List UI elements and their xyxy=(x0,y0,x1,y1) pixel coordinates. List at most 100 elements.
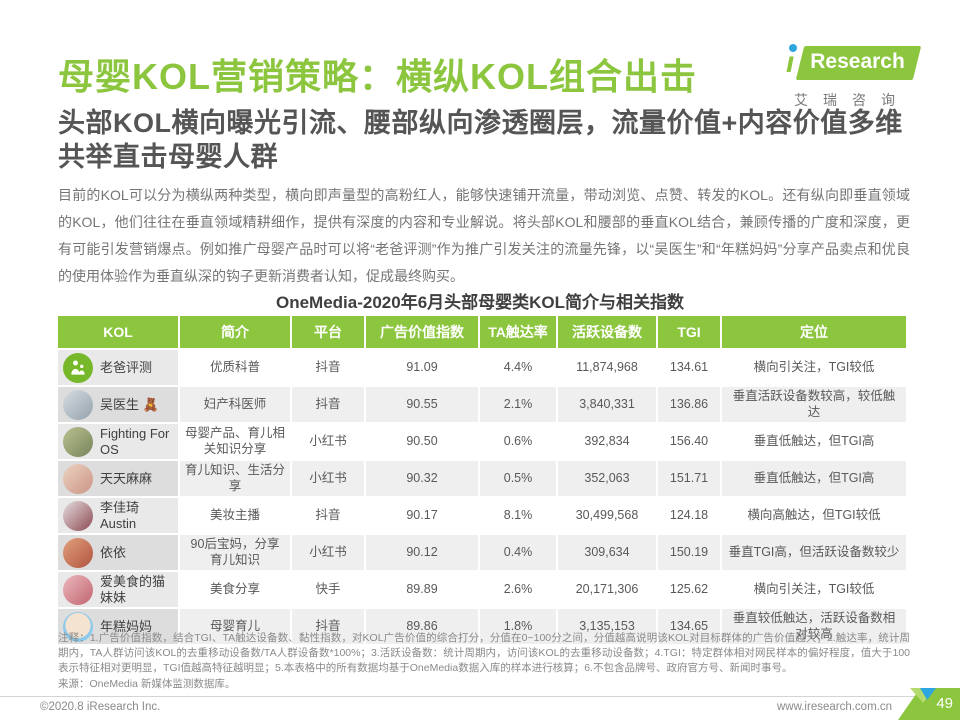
avatar xyxy=(63,352,93,383)
footnotes: 注释：1.广告价值指数，结合TGI、TA触达设备数、黏性指数，对KOL广告价值的… xyxy=(58,632,910,674)
cell-desc: 90后宝妈，分享育儿知识 xyxy=(178,533,292,572)
kol-name: 爱美食的猫妹妹 xyxy=(100,573,166,605)
cell-ta-reach: 2.1% xyxy=(478,385,558,424)
logo-chinese-name: 艾瑞咨询 xyxy=(794,92,910,108)
cell-kol: 天天麻麻 xyxy=(56,459,180,498)
avatar xyxy=(63,426,93,457)
table-row: 吴医生 🧸 妇产科医师 抖音 90.55 2.1% 3,840,331 136.… xyxy=(56,385,908,424)
cell-platform: 小红书 xyxy=(290,459,366,498)
logo-wordmark: Research xyxy=(810,50,905,73)
cell-kol: 依依 xyxy=(56,533,180,572)
page-title: 母婴KOL营销策略：横纵KOL组合出击 xyxy=(58,56,697,97)
cell-platform: 小红书 xyxy=(290,533,366,572)
cell-tgi: 150.19 xyxy=(656,533,722,572)
table-row: Fighting For OS 母婴产品、育儿相关知识分享 小红书 90.50 … xyxy=(56,422,908,461)
avatar xyxy=(63,537,93,568)
table-row: 李佳琦 Austin 美妆主播 抖音 90.17 8.1% 30,499,568… xyxy=(56,496,908,535)
cell-platform: 抖音 xyxy=(290,496,366,535)
cell-kol: 年糕妈妈 xyxy=(56,607,180,646)
col-header-tgi: TGI xyxy=(656,314,722,350)
cell-platform: 抖音 xyxy=(290,348,366,387)
kol-name: 老爸评测 xyxy=(100,359,153,375)
cell-tgi: 134.61 xyxy=(656,348,722,387)
table-title: OneMedia-2020年6月头部母婴类KOL简介与相关指数 xyxy=(275,293,685,312)
cell-ta-reach: 0.6% xyxy=(478,422,558,461)
kol-name: 依依 xyxy=(100,544,127,560)
col-header-devices: 活跃设备数 xyxy=(556,314,658,350)
cell-devices: 11,874,968 xyxy=(556,348,658,387)
cell-kol: 吴医生 🧸 xyxy=(56,385,180,424)
kol-name: 李佳琦 Austin xyxy=(100,499,140,531)
avatar xyxy=(63,463,93,494)
kol-name: 吴医生 🧸 xyxy=(100,396,159,412)
cell-devices: 20,171,306 xyxy=(556,570,658,609)
cell-tgi: 124.18 xyxy=(656,496,722,535)
cell-position: 垂直较低触达，活跃设备数相对较高 xyxy=(720,607,908,646)
logo-band: Research xyxy=(795,46,921,80)
cell-ta-reach: 2.6% xyxy=(478,570,558,609)
cell-ad-index: 90.55 xyxy=(364,385,480,424)
table-row: 天天麻麻 育儿知识、生活分享 小红书 90.32 0.5% 352,063 15… xyxy=(56,459,908,498)
cell-platform: 小红书 xyxy=(290,422,366,461)
cell-kol: 李佳琦 Austin xyxy=(56,496,180,535)
cell-desc: 妇产科医师 xyxy=(178,385,292,424)
cell-position: 垂直低触达，但TGI高 xyxy=(720,459,908,498)
footer-website: www.iresearch.com.cn xyxy=(776,701,892,713)
cell-ta-reach: 1.8% xyxy=(478,607,558,646)
col-header-ad-index: 广告价值指数 xyxy=(364,314,480,350)
footer-copyright: ©2020.8 iResearch Inc. xyxy=(40,701,161,713)
cell-tgi: 125.62 xyxy=(656,570,722,609)
cell-ta-reach: 4.4% xyxy=(478,348,558,387)
page-corner: 49 xyxy=(898,688,960,720)
cell-ta-reach: 8.1% xyxy=(478,496,558,535)
col-header-desc: 简介 xyxy=(178,314,292,350)
body-paragraph: 目前的KOL可以分为横纵两种类型，横向即声量型的高粉红人，能够快速铺开流量，带动… xyxy=(58,187,910,284)
cell-tgi: 151.71 xyxy=(656,459,722,498)
cell-devices: 30,499,568 xyxy=(556,496,658,535)
avatar xyxy=(63,389,93,420)
cell-desc: 母婴产品、育儿相关知识分享 xyxy=(178,422,292,461)
col-header-ta-reach: TA触达率 xyxy=(478,314,558,350)
page-number: 49 xyxy=(936,695,953,712)
footer-divider xyxy=(0,696,960,697)
cell-desc: 美食分享 xyxy=(178,570,292,609)
cell-ad-index: 89.86 xyxy=(364,607,480,646)
cell-devices: 3,135,153 xyxy=(556,607,658,646)
cell-ta-reach: 0.5% xyxy=(478,459,558,498)
kol-table: KOL 简介 平台 广告价值指数 TA触达率 活跃设备数 TGI 定位 老爸评测… xyxy=(56,314,908,646)
avatar xyxy=(63,500,93,531)
cell-ad-index: 90.32 xyxy=(364,459,480,498)
cell-ad-index: 89.89 xyxy=(364,570,480,609)
iresearch-logo: ı Research 艾瑞咨询 xyxy=(784,44,934,110)
avatar xyxy=(63,574,93,605)
headline: 头部KOL横向曝光引流、腰部纵向渗透圈层，流量价值+内容价值多维共举直击母婴人群 xyxy=(58,108,903,172)
cell-platform: 抖音 xyxy=(290,607,366,646)
source-note: 来源：OneMedia 新媒体监测数据库。 xyxy=(58,678,236,690)
cell-tgi: 134.65 xyxy=(656,607,722,646)
kol-name: 天天麻麻 xyxy=(100,470,153,486)
cell-ad-index: 90.17 xyxy=(364,496,480,535)
cell-desc: 美妆主播 xyxy=(178,496,292,535)
cell-position: 横向引关注，TGI较低 xyxy=(720,570,908,609)
cell-platform: 抖音 xyxy=(290,385,366,424)
col-header-position: 定位 xyxy=(720,314,908,350)
cell-kol: Fighting For OS xyxy=(56,422,180,461)
kol-name: 年糕妈妈 xyxy=(100,618,153,634)
cell-ta-reach: 0.4% xyxy=(478,533,558,572)
cell-tgi: 156.40 xyxy=(656,422,722,461)
kol-name: Fighting For OS xyxy=(100,425,170,457)
cell-position: 垂直低触达，但TGI高 xyxy=(720,422,908,461)
cell-ad-index: 90.50 xyxy=(364,422,480,461)
table-header-row: KOL 简介 平台 广告价值指数 TA触达率 活跃设备数 TGI 定位 xyxy=(56,314,908,350)
logo-i-glyph: ı xyxy=(786,46,795,79)
cell-position: 横向高触达，但TGI较低 xyxy=(720,496,908,535)
cell-devices: 352,063 xyxy=(556,459,658,498)
table-row: 老爸评测 优质科普 抖音 91.09 4.4% 11,874,968 134.6… xyxy=(56,348,908,387)
cell-desc: 育儿知识、生活分享 xyxy=(178,459,292,498)
cell-ad-index: 90.12 xyxy=(364,533,480,572)
col-header-platform: 平台 xyxy=(290,314,366,350)
cell-desc: 优质科普 xyxy=(178,348,292,387)
cell-position: 横向引关注，TGI较低 xyxy=(720,348,908,387)
avatar xyxy=(63,611,93,642)
